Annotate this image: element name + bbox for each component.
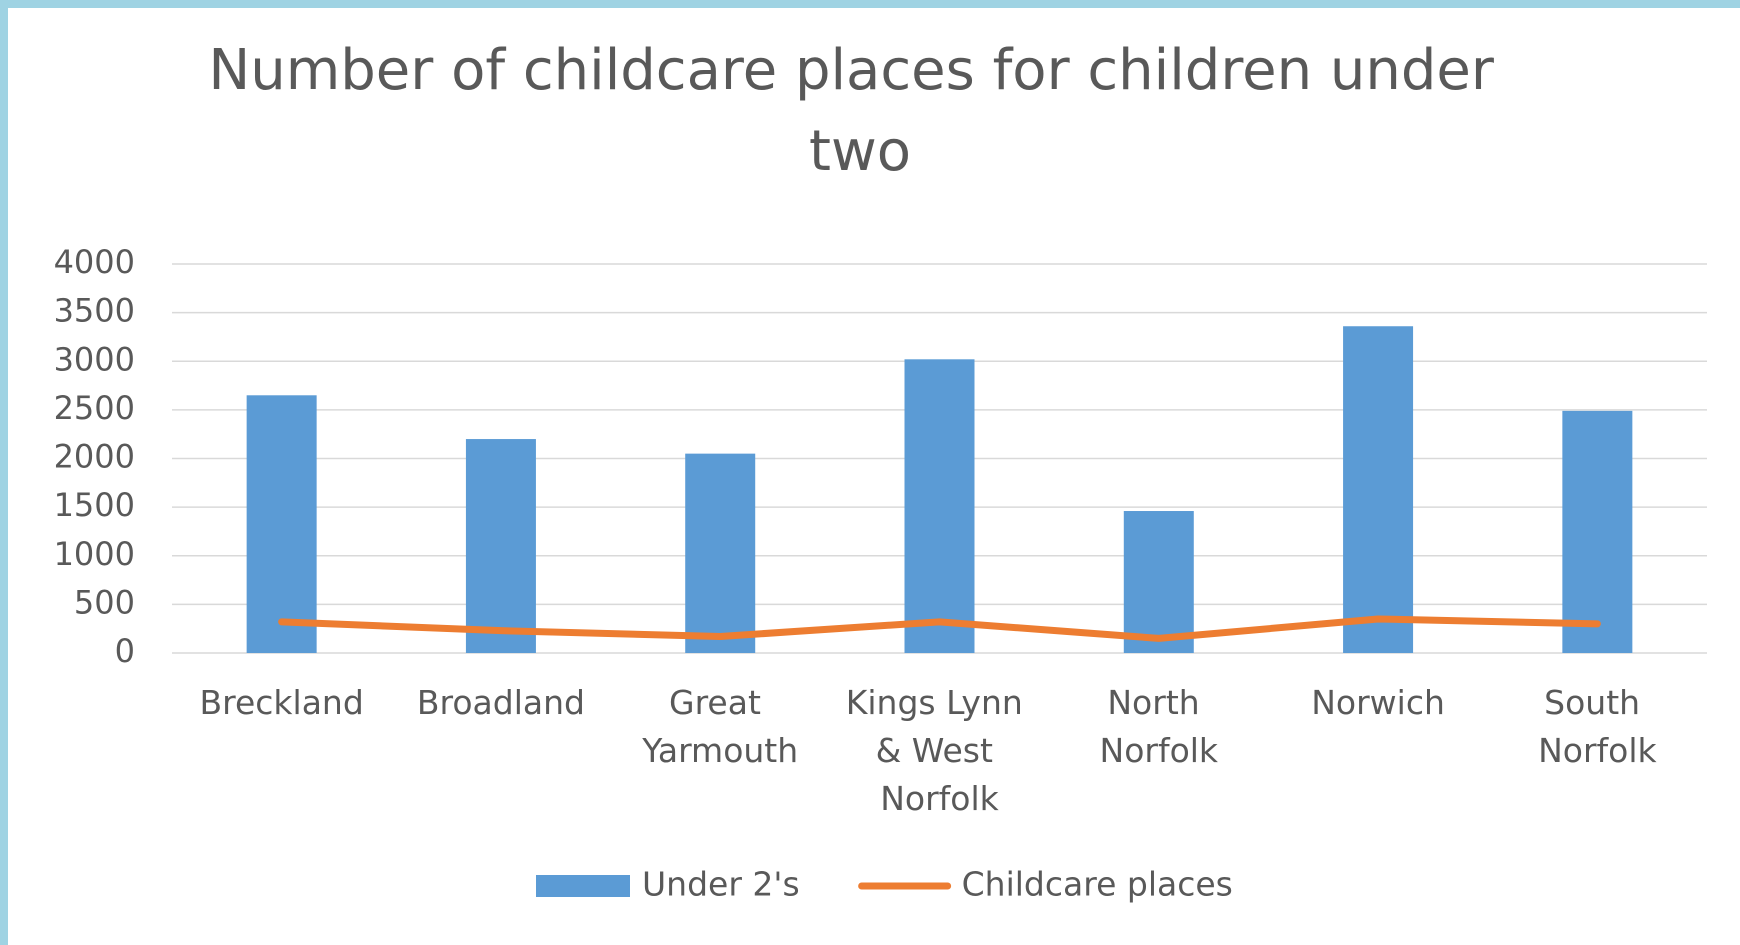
- y-tick-label: 2000: [54, 438, 135, 476]
- x-tick-label: Broadland: [417, 683, 585, 722]
- y-tick-label: 1000: [54, 535, 135, 573]
- legend-label: Childcare places: [962, 865, 1233, 904]
- x-tick-label: South Norfolk: [1538, 683, 1657, 770]
- x-tick-label: Kings Lynn & West Norfolk: [846, 683, 1034, 818]
- bar: [246, 395, 317, 653]
- bar: [904, 359, 975, 653]
- bar: [685, 453, 756, 653]
- x-tick-label: Great Yarmouth: [641, 683, 798, 770]
- bar: [1343, 326, 1414, 653]
- bar: [1562, 410, 1633, 653]
- y-tick-label: 500: [74, 583, 135, 621]
- y-tick-label: 3500: [54, 292, 135, 330]
- y-tick-label: 0: [115, 632, 135, 670]
- x-tick-label: Breckland: [199, 683, 363, 722]
- bar: [465, 439, 536, 653]
- y-tick-label: 1500: [54, 486, 135, 524]
- legend-swatch: [536, 875, 630, 897]
- x-tick-label: North Norfolk: [1100, 683, 1219, 770]
- y-tick-label: 3000: [54, 340, 135, 378]
- y-tick-label: 2500: [54, 389, 135, 427]
- x-tick-label: Norwich: [1311, 683, 1445, 722]
- y-tick-label: 4000: [54, 243, 135, 281]
- chart-title: Number of childcare places for children …: [208, 38, 1511, 184]
- line: [278, 615, 1601, 642]
- bar: [1123, 511, 1194, 653]
- legend-label: Under 2's: [642, 865, 800, 904]
